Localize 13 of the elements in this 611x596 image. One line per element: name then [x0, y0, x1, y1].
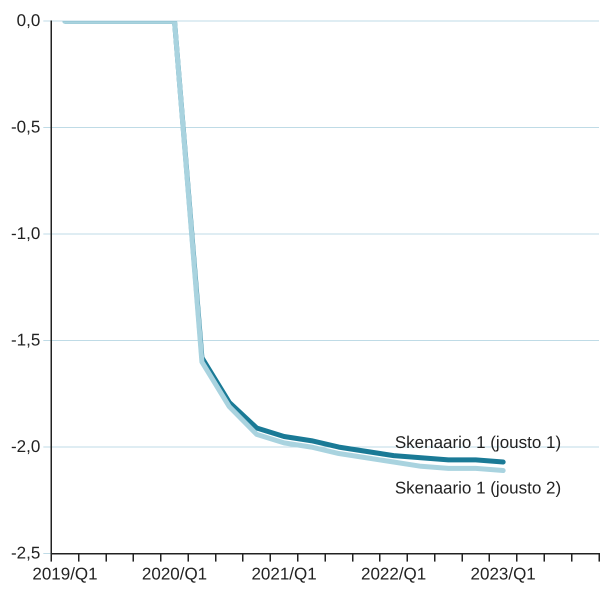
x-tick-label: 2019/Q1 — [32, 564, 98, 584]
x-tick-label: 2021/Q1 — [251, 564, 317, 584]
y-tick-label: -2,5 — [10, 543, 40, 562]
series-label: Skenaario 1 (jousto 1) — [394, 433, 562, 452]
x-tick-label: 2020/Q1 — [142, 564, 208, 584]
y-tick-label: -1,5 — [10, 330, 40, 350]
x-tick-label: 2023/Q1 — [470, 564, 536, 584]
x-tick-label: 2022/Q1 — [360, 564, 426, 584]
series-label: Skenaario 1 (jousto 2) — [394, 478, 562, 498]
y-tick-label: 0,0 — [16, 10, 40, 30]
y-tick-label: -1,0 — [10, 224, 40, 243]
y-tick-label: -0,5 — [10, 117, 40, 136]
y-tick-label: -2,0 — [10, 436, 40, 456]
